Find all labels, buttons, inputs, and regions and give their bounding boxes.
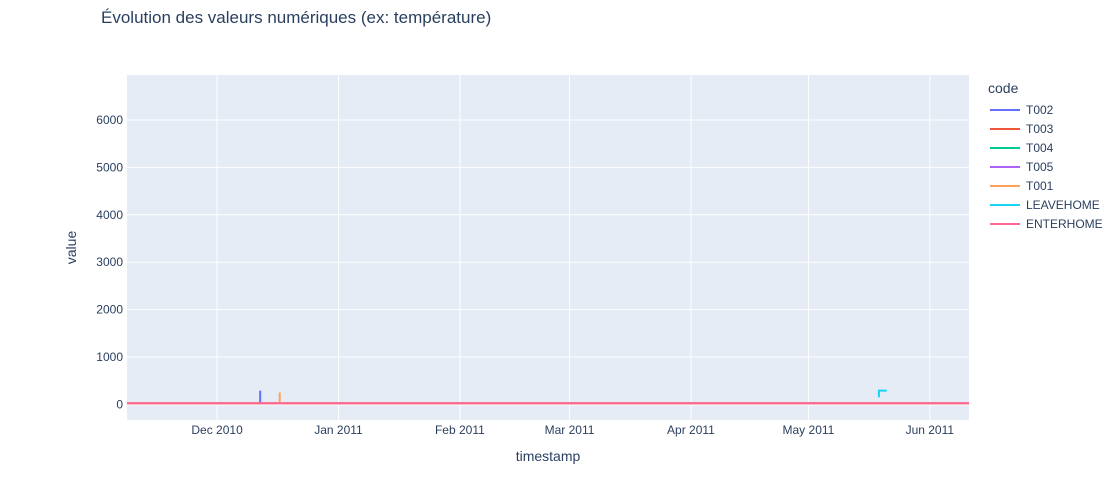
legend-title: code: [988, 80, 1019, 96]
x-tick-label: Jan 2011: [314, 423, 363, 437]
legend-item-leavehome[interactable]: LEAVEHOME: [988, 195, 1103, 214]
legend-label: ENTERHOME: [1026, 216, 1103, 231]
x-axis-title: timestamp: [516, 448, 581, 464]
legend-item-enterhome[interactable]: ENTERHOME: [988, 214, 1103, 233]
x-tick-label: Jun 2011: [906, 423, 955, 437]
legend-item-t002[interactable]: T002: [988, 100, 1103, 119]
legend-swatch: [990, 108, 1020, 111]
plot-area[interactable]: [127, 75, 969, 420]
legend-item-t001[interactable]: T001: [988, 176, 1103, 195]
legend-items: T002 T003 T004 T005 T001 LEAVEHOME ENTERHOME: [988, 100, 1103, 233]
tick-labels: Dec 2010 Jan 2011 Feb 2011 Mar 2011 Apr 2011…: [96, 113, 954, 437]
legend-label: T001: [1026, 178, 1054, 193]
y-tick-label: 5000: [96, 160, 123, 174]
legend-swatch: [990, 184, 1020, 187]
legend-swatch: [990, 146, 1020, 149]
y-axis-title: value: [63, 231, 79, 265]
x-tick-label: Feb 2011: [435, 423, 485, 437]
legend-item-t005[interactable]: T005: [988, 157, 1103, 176]
legend-label: T002: [1026, 102, 1054, 117]
x-tick-label: Dec 2010: [191, 423, 243, 437]
x-tick-label: Apr 2011: [667, 423, 715, 437]
chart-title: Évolution des valeurs numériques (ex: te…: [101, 8, 492, 27]
y-tick-label: 1000: [96, 350, 123, 364]
legend-label: T005: [1026, 159, 1054, 174]
series-line-leavehome[interactable]: [877, 389, 887, 398]
legend-item-t004[interactable]: T004: [988, 138, 1103, 157]
y-tick-label: 0: [116, 397, 123, 411]
legend-swatch: [990, 222, 1020, 225]
legend-label: LEAVEHOME: [1026, 197, 1100, 212]
legend-swatch: [990, 127, 1020, 130]
legend-label: T004: [1026, 140, 1054, 155]
legend-swatch: [990, 165, 1020, 168]
y-tick-label: 2000: [96, 303, 123, 317]
legend: code T002 T003 T004 T005 T001 LEAVEHOME ENTERH…: [988, 80, 1103, 233]
y-tick-label: 3000: [96, 255, 123, 269]
y-tick-label: 4000: [96, 208, 123, 222]
legend-label: T003: [1026, 121, 1054, 136]
x-tick-label: May 2011: [783, 423, 835, 437]
series-lines: [127, 389, 969, 405]
legend-swatch: [990, 203, 1020, 206]
x-tick-label: Mar 2011: [545, 423, 595, 437]
y-tick-label: 6000: [96, 113, 123, 127]
legend-item-t003[interactable]: T003: [988, 119, 1103, 138]
